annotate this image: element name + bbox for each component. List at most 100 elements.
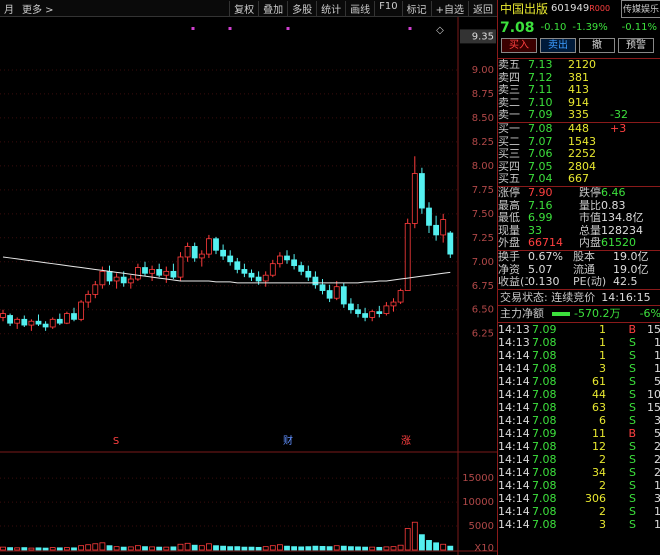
ticks-cell: S [629, 465, 636, 479]
ticks-cell: S [629, 348, 636, 362]
ticks-cell: 7.08 [532, 491, 557, 505]
candle-body [276, 255, 283, 265]
change: -0.10 [540, 22, 567, 33]
stats2-cell: 换手 [498, 250, 520, 263]
toolbar-button[interactable]: 复权 [229, 0, 258, 16]
volume-bar [433, 542, 440, 551]
ticks-cell: 2 [599, 478, 606, 492]
ticks-cell: S [629, 491, 636, 505]
volume-bar [298, 546, 305, 551]
stats-cell: 6.99 [528, 212, 553, 225]
period[interactable]: 月 [4, 4, 14, 16]
sector[interactable]: 传媒娱乐 [620, 0, 660, 18]
event-marker: S [113, 436, 119, 447]
bids-cell: 448 [568, 122, 589, 135]
ticks-cell: 7.08 [532, 400, 557, 414]
candle-body [149, 269, 156, 274]
candle-body [205, 238, 212, 255]
ticks-cell: 3 [636, 414, 660, 427]
toolbar-button[interactable]: 返回 [468, 0, 497, 16]
volume-bar [127, 546, 134, 551]
candle-body [347, 303, 354, 311]
toolbar-button[interactable]: 统计 [316, 0, 345, 16]
toolbar-button[interactable]: +自选 [430, 0, 468, 16]
stats2-cell: 19.0亿 [613, 250, 649, 263]
candle-body [134, 267, 141, 280]
toolbar-button[interactable]: 标记 [401, 0, 431, 16]
candle-body [28, 320, 35, 326]
ticks-cell: 63 [592, 400, 606, 414]
volume-bar [71, 547, 77, 551]
toolbar-buttons: 复权 叠加 多股 统计 画线 F10 标记 +自选 返回 [229, 0, 497, 16]
status: 交易状态: 连续竞价 [500, 290, 596, 304]
ticks-cell: 14:14 [498, 426, 530, 440]
candle-body [42, 323, 49, 328]
stats2-cell: 5.07 [528, 263, 553, 276]
trade-button[interactable]: 卖出 [540, 38, 576, 53]
volume-bar [269, 545, 276, 551]
trade-button[interactable]: 撤 [579, 38, 615, 53]
asks-cell: 7.13 [528, 59, 553, 71]
bids-cell: 7.05 [528, 160, 553, 173]
bids: 买一 7.08 448 +3 买二 7.07 1543 买三 7.06 2252 买四 7.05 280… [498, 121, 660, 186]
bids-cell: 买三 [498, 148, 520, 161]
bids-row: 买五 7.04 667 [498, 173, 660, 186]
stats-row: 最低 6.99 市值 134.8亿 [498, 212, 660, 225]
toolbar-button[interactable]: F10 [374, 0, 401, 16]
ticks-cell: 7.08 [532, 413, 557, 427]
asks-cell: 335 [568, 109, 589, 122]
asks-cell [610, 72, 658, 85]
candle-body [49, 318, 56, 328]
candle-body [170, 270, 177, 278]
v-unit: X10 [474, 543, 494, 554]
diamond: ◇ [436, 25, 444, 36]
flow-bar [552, 311, 570, 316]
ticks-cell: 2 [636, 466, 660, 479]
ticks-cell: 2 [599, 504, 606, 518]
candle-body [92, 284, 99, 295]
ticks-cell: 14:14 [498, 452, 530, 466]
volume-bar [220, 545, 227, 551]
stats-row: 外盘 66714 内盘 61520 [498, 237, 660, 250]
volume-bar [64, 547, 70, 551]
volume-bar [142, 546, 148, 551]
volume-bar [92, 543, 99, 551]
ticks-cell: 1 [636, 479, 660, 492]
toolbar-button[interactable]: 叠加 [258, 0, 287, 16]
volume-bar [7, 547, 13, 551]
y-tick-label: 8.00 [472, 161, 494, 172]
toolbar-button[interactable]: 多股 [287, 0, 316, 16]
price-row: 7.08 -0.10 -1.39% -0.11% [498, 18, 660, 38]
stats-cell: 外盘 [498, 237, 520, 250]
bids-cell: 1543 [568, 135, 596, 148]
candle-body [269, 263, 276, 276]
stats2-cell: 收益(二) [498, 276, 528, 289]
trade-button[interactable]: 预警 [618, 38, 654, 53]
ticks-row: 14:147.08 61 S5 [498, 375, 660, 388]
ticks-row: 14:147.08 12 S2 [498, 440, 660, 453]
asks-cell: 7.12 [528, 71, 553, 84]
ticks-cell: 5 [636, 427, 660, 440]
more[interactable]: 更多 > [22, 4, 54, 16]
volume-bar [440, 543, 447, 551]
volume-bar [205, 543, 212, 551]
stats-cell: 134.8亿 [601, 212, 644, 225]
volume-bar [340, 545, 347, 551]
bids-cell: 买五 [498, 173, 520, 186]
trade-button[interactable]: 买入 [501, 38, 537, 53]
volume-bar [447, 545, 454, 551]
toolbar-button[interactable]: 画线 [345, 0, 374, 16]
bids-cell: 7.08 [528, 122, 553, 135]
stats2: 换手0.67%股本19.0亿净资5.07流通19.0亿收益(二)0.130PE(… [498, 249, 660, 289]
ma-line [2, 256, 451, 284]
ticks-row: 14:147.08 306 S3 [498, 492, 660, 505]
volume-bar [383, 546, 390, 551]
candle-body [404, 223, 411, 291]
ticks-cell: 14:14 [498, 413, 530, 427]
volume-bar [149, 546, 156, 551]
candle-body [362, 313, 369, 318]
candle-body [163, 270, 170, 276]
asks-cell [610, 59, 658, 72]
candle-body [142, 267, 148, 274]
bids-cell: 667 [568, 173, 589, 186]
